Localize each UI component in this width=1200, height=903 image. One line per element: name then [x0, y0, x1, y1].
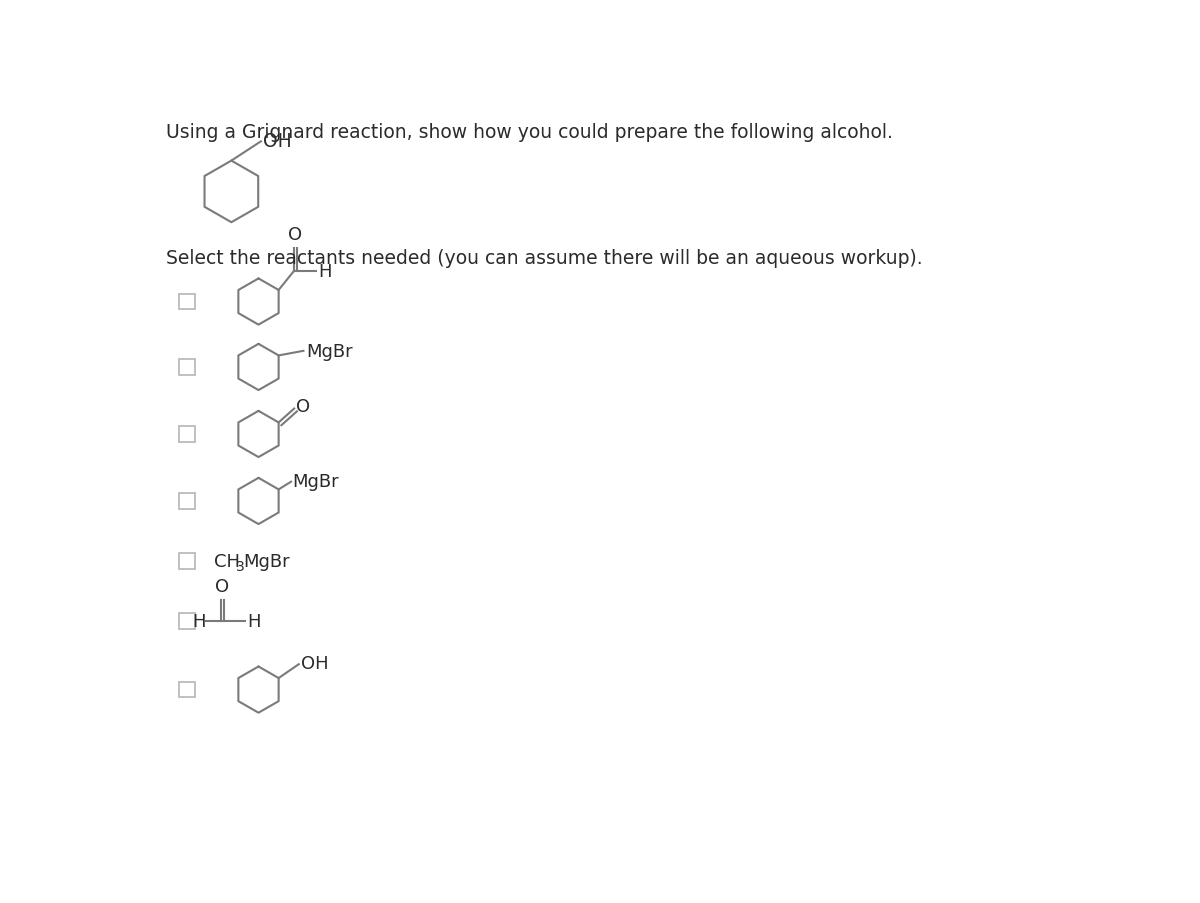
- FancyBboxPatch shape: [180, 554, 194, 569]
- Text: CH: CH: [214, 553, 240, 571]
- Text: MgBr: MgBr: [306, 342, 353, 360]
- Text: O: O: [215, 577, 229, 595]
- Text: O: O: [288, 226, 302, 244]
- FancyBboxPatch shape: [180, 360, 194, 376]
- Text: MgBr: MgBr: [293, 472, 340, 490]
- Text: 3: 3: [235, 560, 245, 573]
- Text: OH: OH: [263, 132, 292, 151]
- Text: H: H: [247, 612, 260, 630]
- Text: H: H: [192, 612, 206, 630]
- Text: H: H: [318, 263, 331, 281]
- Text: OH: OH: [301, 655, 329, 673]
- Text: Using a Grignard reaction, show how you could prepare the following alcohol.: Using a Grignard reaction, show how you …: [166, 123, 893, 142]
- Text: MgBr: MgBr: [244, 553, 290, 571]
- FancyBboxPatch shape: [180, 494, 194, 509]
- Text: Select the reactants needed (you can assume there will be an aqueous workup).: Select the reactants needed (you can ass…: [166, 248, 922, 267]
- FancyBboxPatch shape: [180, 427, 194, 442]
- FancyBboxPatch shape: [180, 294, 194, 310]
- FancyBboxPatch shape: [180, 682, 194, 697]
- Text: O: O: [296, 398, 311, 415]
- FancyBboxPatch shape: [180, 614, 194, 629]
